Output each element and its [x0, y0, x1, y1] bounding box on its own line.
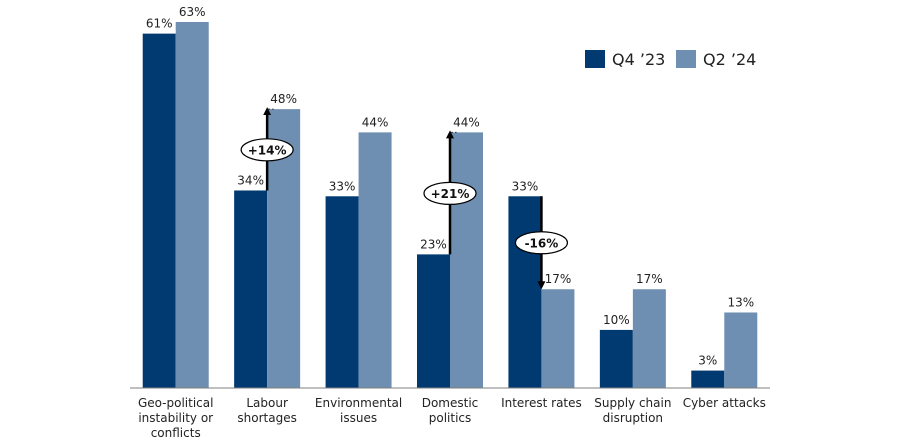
bar [234, 190, 268, 388]
category-label-line: instability or [138, 411, 213, 425]
legend-swatch [585, 50, 605, 68]
category-label-line: Cyber attacks [683, 396, 766, 410]
data-label: 10% [603, 313, 630, 327]
legend-label: Q4 ’23 [612, 50, 665, 69]
data-label: 61% [146, 17, 173, 31]
data-label: 33% [329, 179, 356, 193]
bar [175, 22, 209, 388]
bar [691, 370, 725, 388]
bar [417, 254, 450, 388]
data-label: 33% [512, 179, 539, 193]
change-badge [514, 231, 569, 255]
data-label: 48% [270, 92, 297, 106]
category-label-line: Environmental [315, 396, 402, 410]
change-label: +21% [431, 187, 470, 201]
category-label: Labour shortages [237, 396, 296, 425]
data-labels-layer: 61% 34% 33% 23% 33% 10% 3% 63% 48% 44% 44% 17% 17% 13… [146, 5, 754, 368]
legend-label: Q2 ’24 [703, 50, 756, 69]
legend: Q4 ’23 Q2 ’24 [585, 50, 756, 69]
category-label: Cyber attacks [683, 396, 766, 410]
data-label: 63% [179, 5, 206, 19]
category-label: Domestic politics [422, 396, 479, 425]
category-label-line: politics [429, 411, 472, 425]
bar [325, 196, 359, 388]
data-label: 44% [362, 115, 389, 129]
category-label: Interest rates [501, 396, 582, 410]
data-label: 44% [453, 115, 480, 129]
category-label-line: conflicts [151, 426, 201, 440]
data-label: 34% [237, 173, 264, 187]
bar [508, 196, 542, 388]
category-label-line: shortages [237, 411, 296, 425]
data-label: 3% [698, 354, 717, 368]
category-labels-layer: Geo-political instability or conflicts Labo… [138, 396, 766, 440]
legend-swatch [676, 50, 696, 68]
bar [724, 312, 758, 388]
category-label: Environmental issues [315, 396, 402, 425]
category-label: Supply chain disruption [594, 396, 671, 425]
annotations-layer: +14% +21% -16% [240, 107, 569, 290]
category-label-line: Interest rates [501, 396, 582, 410]
change-label: +14% [248, 143, 287, 157]
data-label: 13% [727, 295, 754, 309]
category-label-line: issues [340, 411, 377, 425]
category-label-line: disruption [603, 411, 663, 425]
category-label: Geo-political instability or conflicts [138, 396, 214, 440]
bar [632, 289, 666, 388]
category-label-line: Domestic [422, 396, 479, 410]
bar [142, 33, 176, 388]
category-label-line: Geo-political [138, 396, 214, 410]
bar [541, 289, 575, 388]
category-label-line: Supply chain [594, 396, 671, 410]
data-label: 17% [636, 272, 663, 286]
change-badge [240, 138, 294, 162]
change-badge [423, 181, 477, 205]
bar [599, 329, 633, 388]
data-label: 17% [545, 272, 572, 286]
bar [358, 132, 392, 388]
category-label-line: Labour [246, 396, 288, 410]
data-label: 23% [420, 237, 447, 251]
change-label: -16% [525, 236, 559, 250]
bar [450, 132, 483, 388]
